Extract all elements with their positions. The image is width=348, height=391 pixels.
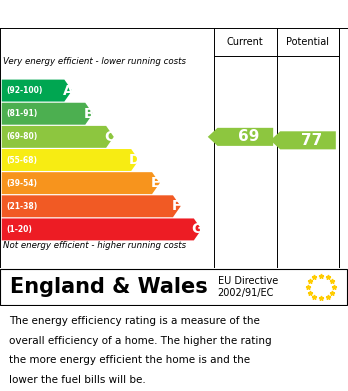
Text: (39-54): (39-54) xyxy=(6,179,37,188)
Polygon shape xyxy=(2,196,181,217)
Text: C: C xyxy=(104,130,115,144)
Text: (1-20): (1-20) xyxy=(6,225,32,234)
Text: overall efficiency of a home. The higher the rating: overall efficiency of a home. The higher… xyxy=(9,336,271,346)
Text: Not energy efficient - higher running costs: Not energy efficient - higher running co… xyxy=(3,241,187,250)
Text: (92-100): (92-100) xyxy=(6,86,42,95)
Text: lower the fuel bills will be.: lower the fuel bills will be. xyxy=(9,375,145,385)
Text: D: D xyxy=(129,153,140,167)
Text: England & Wales: England & Wales xyxy=(10,277,208,297)
Text: the more energy efficient the home is and the: the more energy efficient the home is an… xyxy=(9,355,250,365)
Polygon shape xyxy=(2,80,72,102)
Text: A: A xyxy=(62,84,73,98)
Polygon shape xyxy=(2,219,201,240)
Text: (21-38): (21-38) xyxy=(6,202,37,211)
Text: Very energy efficient - lower running costs: Very energy efficient - lower running co… xyxy=(3,57,187,66)
Polygon shape xyxy=(2,172,160,194)
Text: G: G xyxy=(192,222,203,237)
Text: 69: 69 xyxy=(238,129,260,144)
Text: F: F xyxy=(172,199,181,213)
Polygon shape xyxy=(2,126,114,148)
Text: B: B xyxy=(84,107,94,121)
Polygon shape xyxy=(2,149,139,171)
Text: E: E xyxy=(151,176,160,190)
Text: Potential: Potential xyxy=(286,37,330,47)
Text: (69-80): (69-80) xyxy=(6,133,37,142)
Text: The energy efficiency rating is a measure of the: The energy efficiency rating is a measur… xyxy=(9,316,260,326)
Text: (55-68): (55-68) xyxy=(6,156,37,165)
Polygon shape xyxy=(2,103,93,125)
Text: Energy Efficiency Rating: Energy Efficiency Rating xyxy=(10,7,220,22)
Text: Current: Current xyxy=(227,37,264,47)
Text: 2002/91/EC: 2002/91/EC xyxy=(218,288,274,298)
FancyBboxPatch shape xyxy=(0,269,347,305)
Polygon shape xyxy=(208,128,273,146)
Text: (81-91): (81-91) xyxy=(6,109,37,118)
Text: EU Directive: EU Directive xyxy=(218,276,278,286)
Polygon shape xyxy=(270,131,336,149)
Text: 77: 77 xyxy=(301,133,322,148)
